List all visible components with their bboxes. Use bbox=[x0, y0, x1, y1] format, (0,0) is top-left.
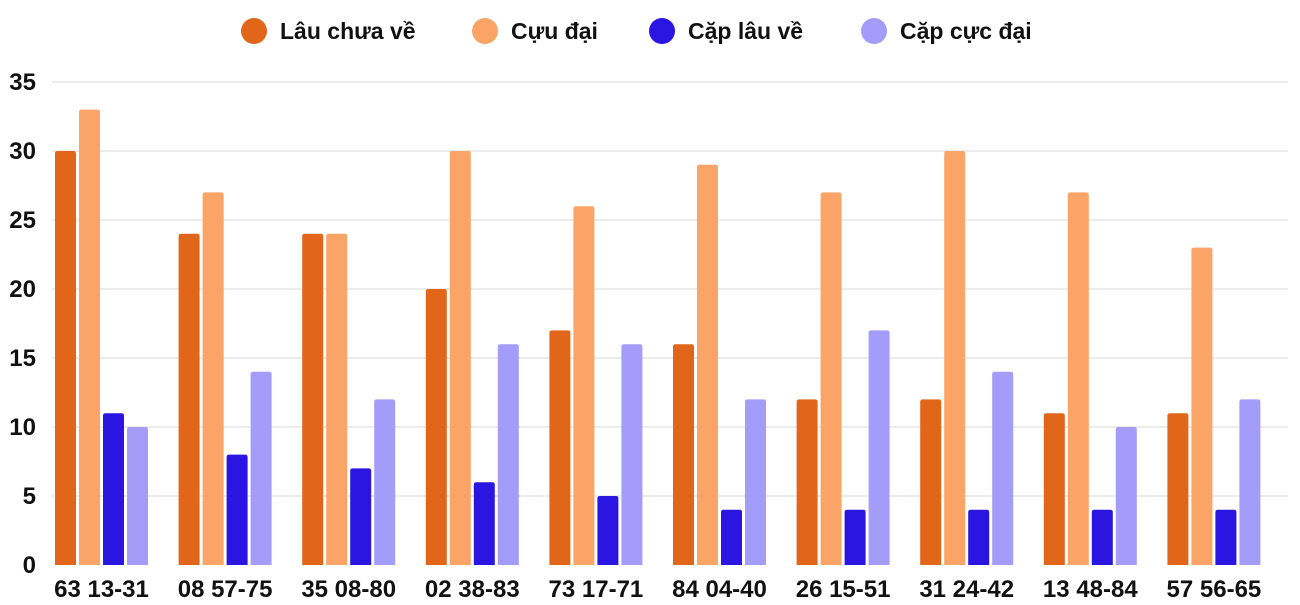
bar bbox=[796, 399, 818, 565]
legend-label: Cặp lâu về bbox=[688, 18, 803, 44]
legend-item: Cặp cực đại bbox=[861, 18, 1032, 44]
y-tick-label: 20 bbox=[9, 276, 36, 303]
x-tick-label: 35 08-80 bbox=[301, 576, 396, 600]
y-tick-label: 0 bbox=[23, 552, 36, 579]
bar bbox=[549, 330, 571, 565]
bar bbox=[621, 344, 643, 565]
bar bbox=[127, 427, 148, 565]
x-tick-label: 84 04-40 bbox=[672, 576, 767, 600]
bar bbox=[968, 509, 990, 565]
bar bbox=[326, 233, 348, 566]
bar bbox=[1239, 399, 1261, 565]
bar bbox=[1091, 509, 1113, 565]
bars bbox=[55, 109, 1261, 566]
bar bbox=[868, 330, 890, 565]
x-tick-label: 63 13-31 bbox=[54, 576, 149, 600]
y-axis-ticks: 0 5 10 15 20 25 30 35 bbox=[9, 69, 36, 579]
legend-label: Cặp cực đại bbox=[900, 18, 1032, 44]
legend-label: Cựu đại bbox=[511, 18, 598, 44]
y-tick-label: 10 bbox=[9, 414, 36, 441]
gridlines bbox=[52, 81, 1288, 497]
bar bbox=[1167, 413, 1189, 565]
bar bbox=[1115, 427, 1137, 565]
x-tick-label: 13 48-84 bbox=[1043, 576, 1138, 600]
bar bbox=[473, 482, 495, 565]
bar bbox=[1191, 247, 1213, 565]
bar bbox=[920, 399, 942, 565]
bar bbox=[844, 509, 866, 565]
legend-swatch bbox=[241, 18, 267, 44]
bar bbox=[302, 233, 324, 566]
y-tick-label: 25 bbox=[9, 207, 36, 234]
x-tick-label: 02 38-83 bbox=[425, 576, 520, 600]
legend-swatch bbox=[472, 18, 498, 44]
bar bbox=[673, 344, 694, 565]
bar bbox=[992, 371, 1014, 565]
bar bbox=[178, 233, 200, 566]
x-tick-label: 73 17-71 bbox=[549, 576, 644, 600]
bar bbox=[103, 413, 124, 565]
legend-swatch bbox=[649, 18, 675, 44]
bar bbox=[1043, 413, 1065, 565]
bar bbox=[745, 399, 766, 565]
bar bbox=[1067, 192, 1089, 565]
bar bbox=[944, 151, 966, 565]
y-tick-label: 35 bbox=[9, 69, 36, 96]
legend: Lâu chưa về Cựu đại Cặp lâu về Cặp cực đại bbox=[241, 18, 1032, 44]
x-tick-label: 08 57-75 bbox=[178, 576, 273, 600]
legend-label: Lâu chưa về bbox=[280, 18, 416, 44]
bar bbox=[250, 371, 272, 565]
legend-swatch bbox=[861, 18, 887, 44]
bar bbox=[721, 509, 742, 565]
bar bbox=[425, 289, 447, 565]
x-axis-ticks: 63 13-31 08 57-75 35 08-80 02 38-83 73 17-71… bbox=[54, 576, 1262, 603]
y-tick-label: 15 bbox=[9, 345, 36, 372]
bar bbox=[597, 496, 619, 565]
bar bbox=[55, 151, 76, 565]
bar bbox=[350, 468, 372, 565]
bar bbox=[449, 151, 471, 565]
bar bbox=[374, 399, 396, 565]
bar bbox=[202, 192, 224, 565]
legend-item: Cặp lâu về bbox=[649, 18, 803, 44]
bar bbox=[697, 164, 718, 566]
legend-item: Lâu chưa về bbox=[241, 18, 416, 44]
x-tick-label: 57 56-65 bbox=[1167, 576, 1262, 600]
y-tick-label: 5 bbox=[23, 483, 36, 510]
y-tick-label: 30 bbox=[9, 138, 36, 165]
bar bbox=[573, 206, 595, 565]
bar bbox=[497, 344, 519, 565]
bar bbox=[820, 192, 842, 565]
bar bbox=[226, 454, 248, 565]
x-tick-label: 26 15-51 bbox=[796, 576, 891, 600]
legend-item: Cựu đại bbox=[472, 18, 598, 44]
x-tick-label: 31 24-42 bbox=[919, 576, 1014, 600]
bar bbox=[79, 109, 100, 565]
bar bbox=[1215, 509, 1237, 565]
